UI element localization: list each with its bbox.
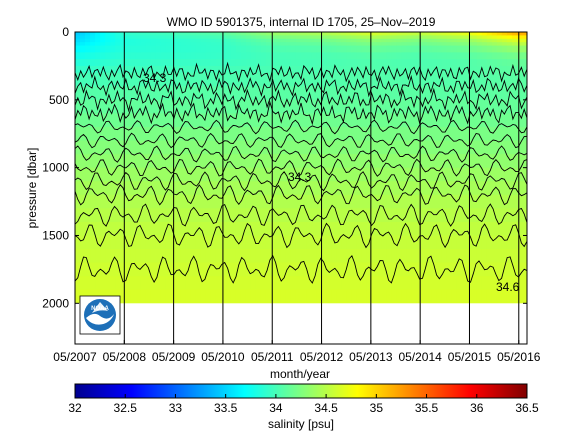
colorbar: 32 32.5 33 33.5 34 34.5 35 35.5 36 36.5 salinity … bbox=[68, 383, 539, 431]
colorbar-tick-label: 32 bbox=[68, 401, 82, 415]
contour-line bbox=[75, 100, 527, 126]
contour-label: 34.3 bbox=[143, 71, 167, 85]
y-tick-label: 1000 bbox=[42, 161, 69, 175]
x-axis-label: month/year bbox=[270, 367, 330, 381]
x-tick-label: 05/2008 bbox=[103, 350, 147, 364]
noaa-logo-text: NOAA bbox=[91, 306, 109, 312]
colorbar-tick-label: 35.5 bbox=[415, 401, 439, 415]
y-tick-label: 2000 bbox=[42, 296, 69, 310]
contour-line bbox=[75, 171, 527, 192]
x-axis: 05/2007 05/2008 05/2009 05/2010 05/2011 05/20… bbox=[53, 340, 541, 364]
colorbar-tick-label: 36.5 bbox=[515, 401, 539, 415]
contour-line bbox=[75, 119, 527, 135]
contour-line bbox=[75, 254, 527, 284]
contour-labels: 34.3 34.3 34.6 bbox=[143, 71, 520, 294]
x-tick-label: 05/2012 bbox=[300, 350, 344, 364]
contour-line bbox=[75, 145, 527, 163]
contour-label: 34.3 bbox=[288, 170, 312, 184]
y-axis: 0 500 1000 1500 2000 bbox=[42, 25, 527, 310]
x-tick-label: 05/2015 bbox=[448, 350, 492, 364]
colorbar-tick-label: 34.5 bbox=[314, 401, 338, 415]
salinity-contours bbox=[75, 61, 527, 284]
y-axis-label: pressure [dbar] bbox=[25, 148, 39, 229]
colorbar-tick-label: 33.5 bbox=[214, 401, 238, 415]
colorbar-tick-label: 34 bbox=[269, 401, 283, 415]
y-tick-label: 1500 bbox=[42, 228, 69, 242]
colorbar-ticks: 32 32.5 33 33.5 34 34.5 35 35.5 36 36.5 bbox=[68, 394, 539, 415]
y-tick-label: 500 bbox=[49, 93, 69, 107]
contour-line bbox=[75, 87, 527, 113]
contour-label: 34.6 bbox=[496, 280, 520, 294]
x-tick-label: 05/2009 bbox=[152, 350, 196, 364]
x-tick-label: 05/2011 bbox=[251, 350, 294, 364]
colorbar-tick-label: 32.5 bbox=[114, 401, 138, 415]
colorbar-gradient bbox=[74, 383, 528, 399]
x-tick-label: 05/2016 bbox=[497, 350, 541, 364]
colorbar-label: salinity [psu] bbox=[268, 417, 334, 431]
x-tick-label: 05/2007 bbox=[53, 350, 97, 364]
chart-title: WMO ID 5901375, internal ID 1705, 25–Nov… bbox=[167, 15, 436, 29]
x-tick-label: 05/2010 bbox=[201, 350, 245, 364]
colorbar-tick-label: 33 bbox=[169, 401, 183, 415]
x-tick-label: 05/2013 bbox=[349, 350, 393, 364]
plot-area bbox=[75, 32, 527, 344]
contour-line bbox=[75, 222, 527, 249]
contour-line bbox=[75, 74, 527, 98]
contour-line bbox=[75, 158, 527, 177]
colorbar-tick-label: 35 bbox=[370, 401, 384, 415]
x-tick-label: 05/2014 bbox=[398, 350, 442, 364]
profile-date-lines bbox=[75, 32, 520, 344]
contour-line bbox=[75, 61, 527, 83]
plot-frame bbox=[74, 31, 528, 345]
contour-line bbox=[75, 184, 527, 206]
contour-line bbox=[75, 203, 527, 227]
noaa-logo: NOAA bbox=[79, 295, 121, 335]
contour-line bbox=[75, 132, 527, 149]
colorbar-tick-label: 36 bbox=[470, 401, 484, 415]
y-tick-label: 0 bbox=[62, 25, 69, 39]
